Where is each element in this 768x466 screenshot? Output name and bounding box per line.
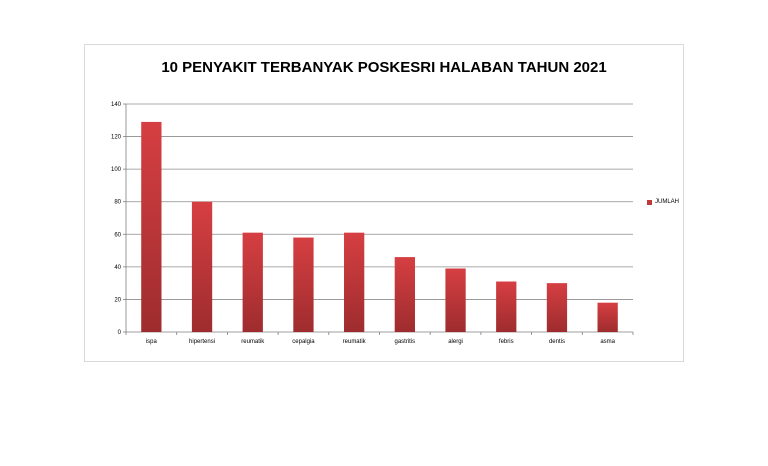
- x-tick-label: dentis: [549, 339, 565, 345]
- chart-frame: 10 PENYAKIT TERBANYAK POSKESRI HALABAN T…: [84, 44, 684, 362]
- x-tick-label: reumatik: [241, 339, 265, 345]
- legend-swatch: [647, 199, 652, 205]
- x-tick-label: ispa: [146, 339, 158, 345]
- y-tick-label: 120: [111, 135, 122, 141]
- y-tick-label: 40: [114, 265, 121, 271]
- y-tick-label: 80: [114, 200, 121, 206]
- x-tick-label: gastritis: [395, 339, 416, 345]
- bar: [191, 201, 213, 332]
- bar: [344, 232, 365, 332]
- bar: [496, 281, 517, 332]
- bar: [546, 283, 568, 332]
- bar: [597, 302, 618, 332]
- y-tick-label: 0: [118, 330, 122, 336]
- bar-chart: 0 20 40 60 80 100 120 140 ispa hipertensi reumati…: [111, 102, 634, 345]
- x-axis-ticks: ispa hipertensi reumatik cepalgia reumatik ga…: [125, 332, 634, 345]
- y-tick-label: 100: [111, 167, 122, 173]
- x-tick-label: cepalgia: [292, 339, 315, 345]
- y-tick-label: 20: [114, 297, 121, 303]
- legend-label: JUMLAH: [655, 199, 680, 205]
- bar: [445, 268, 466, 332]
- bar: [293, 237, 314, 332]
- x-tick-label: reumatik: [343, 339, 367, 345]
- x-tick-label: hipertensi: [189, 339, 215, 345]
- chart-title: 10 PENYAKIT TERBANYAK POSKESRI HALABAN T…: [161, 59, 607, 76]
- y-tick-label: 60: [114, 232, 121, 238]
- bar: [394, 257, 415, 332]
- y-tick-label: 140: [111, 102, 122, 108]
- x-tick-label: alergi: [448, 339, 463, 345]
- x-tick-label: asma: [600, 339, 615, 345]
- legend: JUMLAH: [647, 199, 679, 205]
- bar: [242, 232, 263, 332]
- x-tick-label: febris: [499, 339, 514, 345]
- bars: [141, 121, 618, 333]
- bar: [141, 121, 162, 333]
- y-axis-ticks: 0 20 40 60 80 100 120 140: [111, 102, 126, 336]
